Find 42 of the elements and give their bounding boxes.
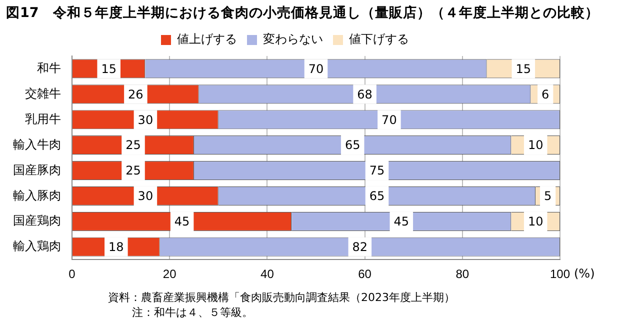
- data-label: 65: [344, 138, 360, 152]
- data-label: 82: [352, 240, 368, 254]
- data-label: 10: [528, 214, 544, 229]
- legend-label: 値上げする: [177, 32, 237, 46]
- y-tick-label: 国産豚肉: [13, 162, 61, 177]
- data-label: 10: [528, 138, 544, 152]
- text: 注：和牛は４、５等級。: [131, 305, 254, 320]
- data-label: 30: [138, 112, 154, 127]
- data-label: 68: [357, 87, 372, 102]
- y-tick-label: 輸入豚肉: [13, 188, 61, 202]
- x-tick-label: 80: [456, 267, 470, 282]
- y-tick-label: 国産鶏肉: [13, 214, 61, 228]
- x-axis-title: (%): [574, 266, 595, 281]
- data-label: 30: [138, 189, 154, 204]
- data-label: 75: [369, 164, 385, 178]
- data-label: 25: [126, 164, 141, 178]
- text: 資料：農畜産業振興機構「食肉販売動向調査結果（2023年度上半期）: [108, 290, 455, 305]
- data-label: 65: [369, 189, 385, 204]
- y-tick-label: 乳用牛: [25, 112, 61, 126]
- x-tick-label: 20: [162, 267, 177, 282]
- x-tick-label: 100: [550, 267, 570, 282]
- data-label: 18: [108, 240, 124, 254]
- data-label: 45: [174, 214, 190, 229]
- x-tick-label: 0: [68, 267, 76, 282]
- data-label: 15: [101, 62, 116, 76]
- chart-title: 図17 令和５年度上半期における食肉の小売価格見通し（量販店）（４年度上半期との比較）: [6, 4, 599, 22]
- data-label: 15: [516, 62, 532, 76]
- data-label: 5: [544, 189, 552, 204]
- x-tick-label: 40: [260, 267, 274, 282]
- data-label: 70: [308, 62, 324, 76]
- data-label: 6: [542, 87, 550, 102]
- y-tick-label: 輸入鶏肉: [13, 239, 61, 254]
- x-tick-label: 60: [358, 267, 372, 282]
- y-tick-label: 輸入牛肉: [13, 137, 61, 152]
- data-label: 25: [126, 138, 141, 152]
- data-label: 45: [394, 214, 410, 229]
- legend-label: 値下げする: [349, 32, 409, 46]
- data-label: 26: [128, 87, 144, 102]
- data-label: 70: [382, 112, 397, 127]
- y-tick-label: 和牛: [37, 61, 61, 76]
- y-tick-label: 交雑牛: [25, 86, 61, 100]
- legend-label: 変わらない: [263, 32, 323, 46]
